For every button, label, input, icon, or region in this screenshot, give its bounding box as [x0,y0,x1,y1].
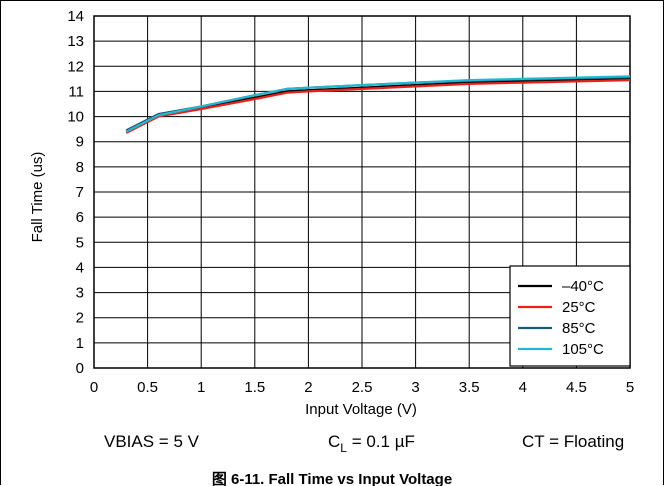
condition-cl-subscript: L [340,441,347,455]
x-axis-label: Input Voltage (V) [305,401,417,418]
condition-cl: CL = 0.1 µF [328,432,415,455]
legend-label: 85°C [562,320,596,337]
x-tick-label: 1.5 [244,379,265,396]
series-line-3 [125,75,631,133]
y-axis-label: Fall Time (us) [29,152,46,243]
y-tick-label: 6 [76,209,84,226]
y-tick-label: 3 [76,285,84,302]
x-tick-label: 3 [411,379,419,396]
y-tick-label: 10 [67,109,84,126]
condition-cl-symbol: C [328,432,340,451]
x-tick-label: 2.5 [352,379,373,396]
y-tick-label: 7 [76,184,84,201]
y-tick-label: 11 [68,83,84,100]
x-tick-label: 4.5 [566,379,587,396]
figure-caption: 图 6-11. Fall Time vs Input Voltage [212,471,452,486]
legend-label: 105°C [562,341,604,358]
x-tick-label: 3.5 [459,379,480,396]
condition-ct: CT = Floating [522,432,624,451]
condition-vbias: VBIAS = 5 V [104,432,200,451]
x-tick-label: 4 [519,379,527,396]
x-tick-label: 0.5 [137,379,158,396]
x-tick-label: 2 [304,379,312,396]
y-tick-label: 4 [76,259,84,276]
x-tick-labels: 0 0.5 1 1.5 2 2.5 3 3.5 4 4.5 5 [90,379,634,396]
plot-area-border [93,15,631,369]
condition-cl-value: = 0.1 µF [347,432,415,451]
y-tick-label: 14 [67,8,84,25]
series-line-1 [125,79,631,134]
y-tick-label: 1 [76,335,84,352]
y-tick-label: 0 [76,360,84,377]
y-tick-label: 8 [76,159,84,176]
y-tick-label: 5 [76,234,84,251]
legend: –40°C 25°C 85°C 105°C [509,265,631,367]
x-tick-label: 1 [197,379,205,396]
y-tick-label: 9 [76,134,84,151]
x-tick-label: 5 [626,379,634,396]
x-tick-label: 0 [90,379,98,396]
y-tick-label: 13 [67,33,84,50]
legend-label: –40°C [562,278,604,295]
y-tick-label: 12 [67,58,84,75]
series-lines [125,75,631,134]
legend-label: 25°C [562,299,596,316]
y-tick-label: 2 [76,310,84,327]
